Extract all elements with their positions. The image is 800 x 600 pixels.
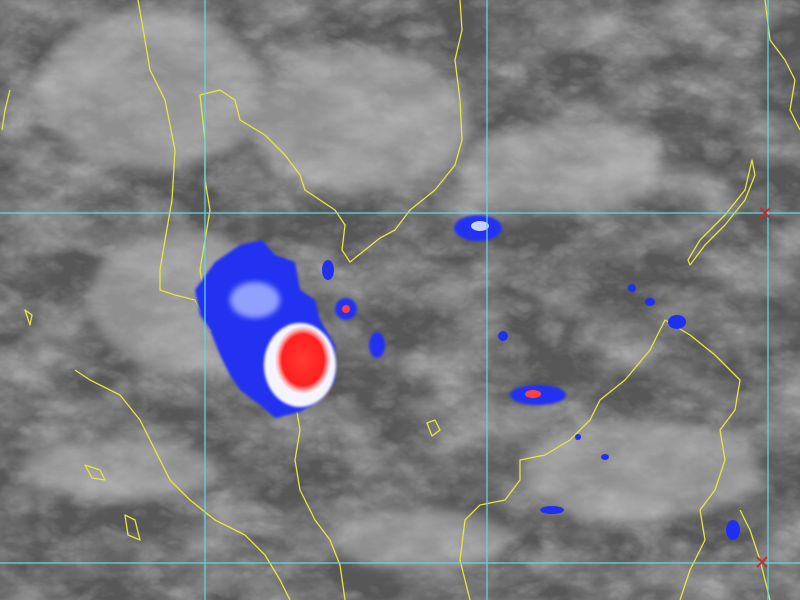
island (84, 464, 106, 481)
cloud (250, 50, 470, 190)
convective-cell (726, 520, 740, 540)
coastline (74, 369, 291, 600)
island (124, 514, 141, 541)
convective-cell (369, 332, 385, 358)
convective-cell-core (471, 221, 489, 231)
convective-cell (668, 315, 686, 329)
convective-cell (540, 506, 564, 514)
island (687, 159, 756, 266)
convective-cell (498, 331, 508, 341)
island (24, 309, 33, 326)
convective-cell (628, 284, 636, 292)
cloud (20, 440, 220, 500)
convective-cell (575, 434, 581, 440)
cloud (460, 125, 660, 215)
convective-cell-core (525, 390, 541, 398)
marker (756, 556, 768, 568)
convective-cell (322, 260, 334, 280)
cloud (330, 510, 510, 570)
coastline (199, 0, 463, 263)
coastline (459, 319, 741, 600)
island (426, 419, 441, 437)
station-markers (756, 207, 771, 568)
cloud (40, 10, 260, 170)
storm-core (275, 326, 331, 394)
cloud (520, 420, 760, 520)
convection (195, 215, 740, 540)
marker (759, 207, 771, 219)
storm-cloud (230, 282, 280, 318)
convective-cell (601, 454, 609, 460)
coastline (1, 89, 11, 131)
convective-cell-core (342, 305, 350, 313)
coastline (764, 0, 800, 131)
convective-cell (645, 298, 655, 306)
coastline (739, 509, 771, 600)
